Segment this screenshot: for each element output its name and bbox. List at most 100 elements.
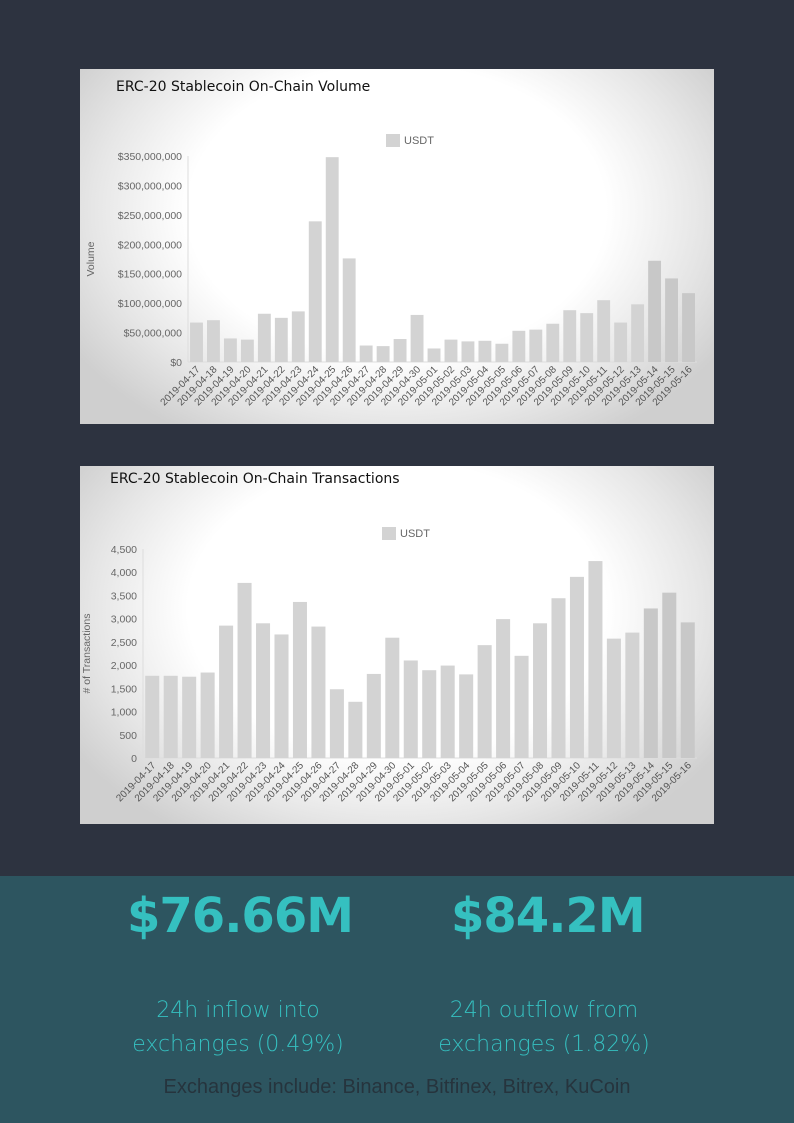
bar: [410, 314, 424, 362]
legend-item[interactable]: USDT: [382, 527, 430, 540]
bar: [461, 341, 475, 362]
y-tick-label: $100,000,000: [118, 298, 182, 310]
outflow-label: 24h outflow from exchanges (1.82%): [394, 994, 694, 1062]
bar: [240, 339, 254, 362]
y-tick-label: $0: [170, 357, 182, 369]
bar: [546, 323, 560, 362]
bar: [427, 348, 441, 362]
bar: [614, 322, 628, 362]
legend-swatch: [386, 134, 400, 147]
y-tick-label: 4,000: [111, 567, 137, 579]
bar: [348, 701, 363, 758]
bar: [163, 675, 178, 758]
bar: [514, 655, 529, 758]
y-tick-label: 2,500: [111, 637, 137, 649]
inflow-label-line: 24h inflow into: [156, 998, 320, 1023]
legend-item[interactable]: USDT: [386, 134, 434, 147]
bar: [580, 313, 594, 362]
inflow-value: $76.66M: [127, 888, 354, 944]
y-axis-label: Volume: [85, 241, 97, 276]
bar: [444, 339, 458, 362]
bar: [682, 293, 695, 362]
chart-title: ERC-20 Stablecoin On-Chain Transactions: [110, 471, 400, 487]
outflow-label-line: 24h outflow from: [449, 998, 639, 1023]
bar: [477, 645, 492, 758]
bar: [291, 311, 305, 362]
bar: [393, 339, 407, 362]
y-tick-label: 3,500: [111, 590, 137, 602]
y-tick-label: $300,000,000: [118, 180, 182, 192]
bar: [257, 313, 271, 362]
legend-label: USDT: [404, 134, 434, 147]
bar: [478, 340, 492, 362]
bar: [495, 343, 509, 362]
inflow-label: 24h inflow into exchanges (0.49%): [88, 994, 388, 1062]
bar: [376, 346, 390, 362]
y-tick-label: $150,000,000: [118, 269, 182, 281]
bar: [648, 260, 662, 362]
bar: [569, 576, 584, 758]
bar: [342, 258, 356, 362]
bar: [529, 329, 543, 362]
bar: [237, 582, 252, 758]
bar: [359, 345, 373, 362]
bar: [403, 660, 418, 758]
bar: [440, 665, 455, 758]
bar: [563, 310, 577, 362]
y-tick-label: $250,000,000: [118, 210, 182, 222]
bar: [422, 670, 437, 758]
y-tick-label: $50,000,000: [124, 328, 183, 340]
legend-swatch: [382, 527, 396, 540]
bar: [625, 632, 640, 758]
chart-title: ERC-20 Stablecoin On-Chain Volume: [116, 79, 371, 95]
y-tick-label: 1,500: [111, 683, 137, 695]
bar: [385, 637, 400, 758]
bar: [219, 625, 234, 758]
y-tick-label: 1,000: [111, 707, 137, 719]
bar: [606, 638, 621, 758]
bar: [366, 673, 381, 758]
bar: [588, 561, 603, 758]
transactions-bar-chart: 0 500 1,000 1,500 2,000 2,500 3,000 3,500 4,000 4…: [81, 544, 697, 804]
bar: [274, 317, 288, 362]
bar: [533, 623, 548, 758]
bar: [662, 592, 677, 758]
bar: [274, 634, 289, 758]
y-tick-label: $200,000,000: [118, 239, 182, 251]
bar: [597, 300, 611, 362]
bar: [496, 619, 511, 758]
volume-bar-chart: $0 $50,000,000 $100,000,000 $150,000,000 $20…: [85, 151, 697, 408]
bar: [325, 157, 339, 362]
bar: [665, 278, 678, 362]
y-tick-label: 2,000: [111, 660, 137, 672]
bar: [292, 601, 307, 758]
legend-label: USDT: [400, 527, 430, 540]
bar: [680, 622, 695, 758]
outflow-value: $84.2M: [451, 888, 646, 944]
y-tick-label: 0: [131, 753, 137, 765]
y-axis-label: # of Transactions: [81, 614, 93, 694]
volume-chart-panel: ERC-20 Stablecoin On-Chain Volume USDT $…: [80, 69, 714, 424]
bar: [631, 304, 645, 362]
transactions-chart-panel: ERC-20 Stablecoin On-Chain Transactions …: [80, 466, 714, 824]
bar: [308, 221, 322, 362]
bar: [311, 626, 326, 758]
outflow-label-line: exchanges (1.82%): [438, 1032, 650, 1057]
y-tick-label: 4,500: [111, 544, 137, 556]
y-tick-label: 3,000: [111, 614, 137, 626]
bar: [329, 689, 344, 758]
y-tick-label: $350,000,000: [118, 151, 182, 163]
bar: [207, 320, 220, 362]
y-tick-label: 500: [119, 730, 137, 742]
bar: [459, 674, 474, 758]
bar: [190, 322, 203, 362]
bar: [551, 598, 566, 758]
bar: [512, 330, 526, 362]
bar: [145, 675, 160, 758]
bar: [182, 676, 197, 758]
exchanges-footnote: Exchanges include: Binance, Bitfinex, Bi…: [163, 1076, 631, 1098]
inflow-label-line: exchanges (0.49%): [132, 1032, 344, 1057]
stats-band: [0, 876, 794, 1123]
bar: [643, 608, 658, 758]
bar: [223, 338, 237, 362]
